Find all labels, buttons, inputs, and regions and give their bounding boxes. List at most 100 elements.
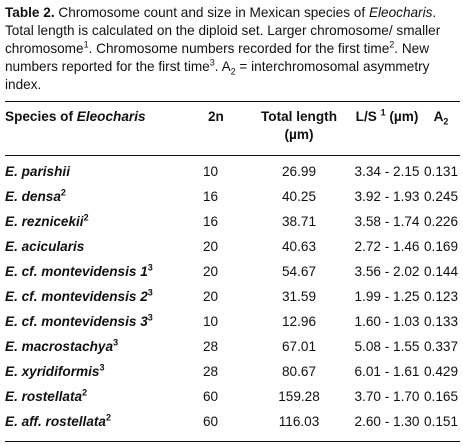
caption-text-1: Chromosome count and size in Mexican spe… xyxy=(54,5,369,20)
table-row: E. reznicekii2 16 38.71 3.58 - 1.74 0.226 xyxy=(5,211,460,236)
ls-ratio-cell: 3.56 - 2.02 xyxy=(354,264,420,279)
chromosome-number-cell: 16 xyxy=(203,189,219,204)
ls-ratio-cell: 5.08 - 1.55 xyxy=(354,339,420,354)
a2-index-cell: 0.133 xyxy=(423,314,459,329)
chromosome-number-cell: 20 xyxy=(203,289,219,304)
header-ls-footnote: 1 xyxy=(380,107,386,118)
species-name: E. aff. rostellata xyxy=(5,414,106,429)
species-name: E. rostellata xyxy=(5,389,83,404)
chromosome-number-cell: 20 xyxy=(203,239,219,254)
ls-ratio-cell: 3.70 - 1.70 xyxy=(354,389,420,404)
ls-ratio-cell: 3.34 - 2.15 xyxy=(354,164,420,179)
header-ls-label: L/S xyxy=(355,109,381,124)
species-cell: E. cf. montevidensis 33 xyxy=(5,312,153,329)
species-cell: E. aff. rostellata2 xyxy=(5,412,111,429)
table-header-rule xyxy=(5,155,460,156)
species-cell: E. parishii xyxy=(5,164,70,179)
header-a2-label: A xyxy=(433,109,444,124)
ls-ratio-cell: 1.60 - 1.03 xyxy=(354,314,420,329)
species-cell: E. rostellata2 xyxy=(5,387,88,404)
a2-index-cell: 0.245 xyxy=(423,189,459,204)
header-species-genus: Eleocharis xyxy=(76,109,146,124)
table-row: E. macrostachya3 28 67.01 5.08 - 1.55 0.337 xyxy=(5,336,460,361)
species-footnote: 2 xyxy=(105,412,111,423)
header-2n-label: 2n xyxy=(208,109,224,124)
chromosome-number-cell: 10 xyxy=(203,164,219,179)
table-row: E. parishii 10 26.99 3.34 - 2.15 0.131 xyxy=(5,161,460,186)
caption-text-3: . Chromosome numbers recorded for the fi… xyxy=(88,41,390,56)
caption-footnote-3: 3 xyxy=(209,57,215,68)
header-2n: 2n xyxy=(208,108,224,126)
table-row: E. cf. montevidensis 33 10 12.96 1.60 - 1.0… xyxy=(5,311,460,336)
species-cell: E. macrostachya3 xyxy=(5,337,119,354)
a2-index-cell: 0.144 xyxy=(423,264,459,279)
caption-genus: Eleocharis xyxy=(368,5,433,20)
species-name: E. parishii xyxy=(5,164,70,179)
chromosome-number-cell: 28 xyxy=(203,364,219,379)
caption-text-4: . New numbers reported for the first tim… xyxy=(5,41,430,74)
caption-text-5: . A xyxy=(214,59,231,74)
species-footnote: 2 xyxy=(82,387,88,398)
a2-index-cell: 0.151 xyxy=(423,414,459,429)
species-cell: E. xyridiformis3 xyxy=(5,363,104,379)
chromosome-number-cell: 16 xyxy=(203,214,219,229)
a2-index-cell: 0.131 xyxy=(423,164,459,179)
caption-text-2: . Total length is calculated on the dipl… xyxy=(5,5,441,56)
total-length-cell: 54.67 xyxy=(281,264,317,279)
species-cell: E. reznicekii2 xyxy=(5,213,89,229)
chromosome-number-cell: 10 xyxy=(203,314,219,329)
total-length-cell: 26.99 xyxy=(281,164,317,179)
table-row: E. cf. montevidensis 23 20 31.59 1.99 - 1.2… xyxy=(5,286,460,311)
total-length-cell: 116.03 xyxy=(278,414,320,429)
ls-ratio-cell: 1.99 - 1.25 xyxy=(354,289,420,304)
table-row: E. xyridiformis3 28 80.67 6.01 - 1.61 0.429 xyxy=(5,361,460,386)
chromosome-number-cell: 28 xyxy=(203,339,219,354)
table-bottom-rule xyxy=(5,441,460,442)
table-row: E. densa2 16 40.25 3.92 - 1.93 0.245 xyxy=(5,186,460,211)
species-footnote: 2 xyxy=(60,187,66,198)
species-name: E. cf. montevidensis 2 xyxy=(5,289,148,304)
a2-index-cell: 0.429 xyxy=(423,364,459,379)
species-footnote: 3 xyxy=(113,337,119,348)
table-row: E. aff. rostellata2 60 116.03 2.60 - 1.30 0.… xyxy=(5,411,460,436)
total-length-cell: 12.96 xyxy=(281,314,317,329)
header-species-prefix: Species of xyxy=(5,109,77,124)
species-name: E. macrostachya xyxy=(5,339,114,354)
header-total-length-line2: (µm) xyxy=(284,127,314,142)
caption-footnote-2: 2 xyxy=(389,39,395,50)
species-name: E. reznicekii xyxy=(5,214,84,229)
total-length-cell: 40.25 xyxy=(281,189,317,204)
chromosome-number-cell: 60 xyxy=(203,389,219,404)
ls-ratio-cell: 2.72 - 1.46 xyxy=(354,239,420,254)
header-total-length: Total length (µm) xyxy=(255,108,343,144)
species-name: E. cf. montevidensis 3 xyxy=(5,314,148,329)
ls-ratio-cell: 3.58 - 1.74 xyxy=(354,214,420,229)
species-cell: E. cf. montevidensis 23 xyxy=(5,288,153,304)
header-species: Species of Eleocharis xyxy=(5,108,146,126)
total-length-cell: 159.28 xyxy=(278,389,320,404)
total-length-cell: 40.63 xyxy=(281,239,317,254)
header-total-length-line1: Total length xyxy=(260,109,337,124)
chromosome-number-cell: 60 xyxy=(203,414,219,429)
species-cell: E. densa2 xyxy=(5,187,66,204)
total-length-cell: 80.67 xyxy=(281,364,317,379)
species-name: E. acicularis xyxy=(5,239,85,254)
total-length-cell: 38.71 xyxy=(281,214,317,229)
species-name: E. cf. montevidensis 1 xyxy=(5,264,148,279)
species-footnote: 3 xyxy=(147,312,153,323)
total-length-cell: 67.01 xyxy=(281,339,317,354)
a2-index-cell: 0.123 xyxy=(423,289,459,304)
ls-ratio-cell: 3.92 - 1.93 xyxy=(354,189,420,204)
species-name: E. xyridiformis xyxy=(5,364,100,379)
species-cell: E. cf. montevidensis 13 xyxy=(5,262,153,279)
table-label: Table 2. xyxy=(5,5,55,20)
header-ls-unit: (µm) xyxy=(385,109,419,124)
ls-ratio-cell: 2.60 - 1.30 xyxy=(354,414,420,429)
header-a2-subscript: 2 xyxy=(443,116,449,127)
a2-index-cell: 0.226 xyxy=(423,214,459,229)
a2-index-cell: 0.169 xyxy=(423,239,459,254)
ls-ratio-cell: 6.01 - 1.61 xyxy=(354,364,420,379)
caption-footnote-1: 1 xyxy=(83,39,89,50)
species-footnote: 3 xyxy=(147,262,153,273)
